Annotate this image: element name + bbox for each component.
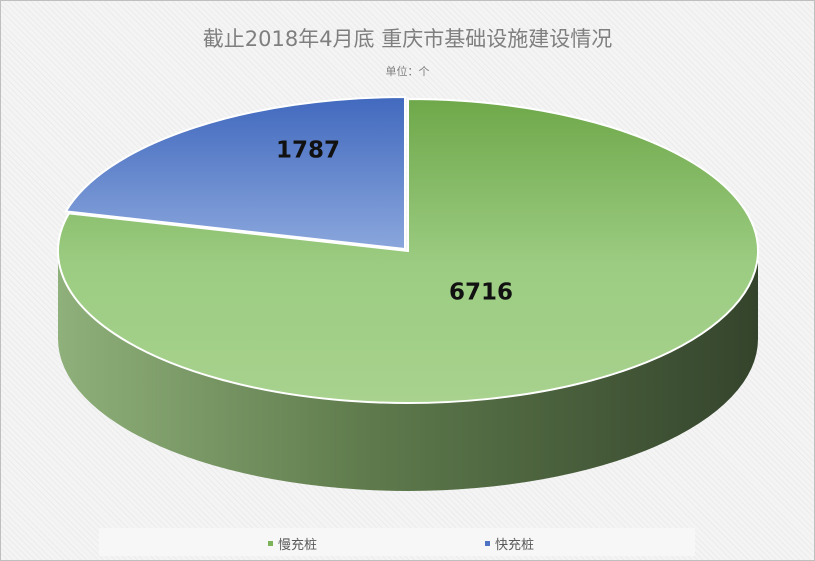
- legend-item-slow-charger: 慢充桩: [268, 534, 317, 553]
- legend-item-fast-charger: 快充桩: [485, 534, 534, 553]
- legend-swatch-fast: [485, 541, 490, 546]
- pie-side-wall: [58, 251, 758, 491]
- pie-slice-slow-charger: [57, 97, 759, 404]
- legend-label-fast: 快充桩: [495, 538, 535, 553]
- legend: 慢充桩 快充桩: [99, 528, 695, 556]
- chart-title: 截止2018年4月底 重庆市基础设施建设情况: [202, 27, 613, 51]
- chart-subtitle: 单位：个: [385, 65, 430, 78]
- data-label-slow-charger: 6716: [449, 280, 513, 306]
- legend-swatch-slow: [268, 541, 273, 546]
- pie-slice-fast-charger: [64, 95, 406, 251]
- data-label-fast-charger: 1787: [276, 138, 340, 164]
- legend-label-slow: 慢充桩: [278, 538, 318, 553]
